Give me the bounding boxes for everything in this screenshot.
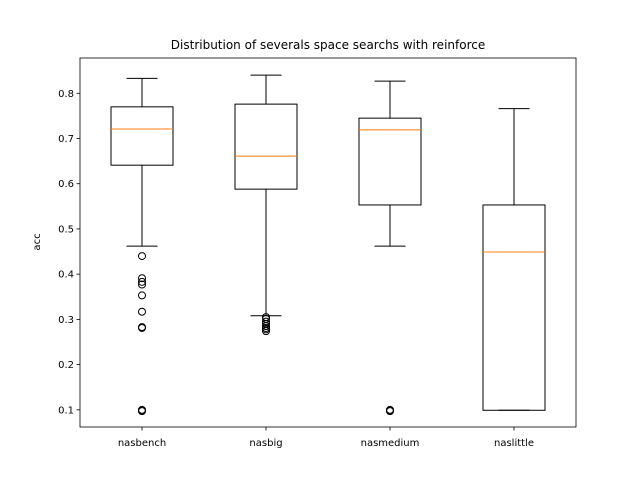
outlier-nasbench-2 [138,277,146,286]
x-tick-label-1: nasbig [249,438,282,449]
outlier-nasbench-3 [138,280,146,289]
outlier-nasbench-5 [138,307,146,316]
x-tick-label-3: naslittle [494,438,534,449]
y-tick-label-3: 0.4 [58,270,74,281]
x-tick-label-2: nasmedium [361,438,420,449]
y-tick-label-5: 0.6 [58,179,74,190]
y-axis-label: acc [32,233,43,250]
y-tick-label-2: 0.3 [58,315,74,326]
outlier-nasbig-2 [262,317,270,326]
outlier-nasmedium-2 [386,407,394,416]
y-tick-label-7: 0.8 [58,89,74,100]
y-tick-label-6: 0.7 [58,134,74,145]
box-naslittle [482,204,546,411]
box-nasmedium [358,117,422,206]
plot-area: 0.1 0.2 0.3 0.4 0.5 0.6 0.7 0.8 nasbench nasbig na… [58,57,577,449]
outlier-nasbig-7 [262,327,270,336]
y-tick-label-1: 0.2 [58,360,74,371]
y-tick-label-0: 0.1 [58,405,74,416]
outlier-nasbench-7 [138,323,146,332]
chart-title: Distribution of severals space searchs w… [171,38,485,52]
y-tick-label-4: 0.5 [58,224,74,235]
outlier-nasbench-4 [138,291,146,300]
outlier-nasbench-10 [138,407,146,416]
outlier-nasbench-0 [138,252,146,261]
box-nasbig [234,103,298,190]
x-tick-label-0: nasbench [118,438,166,449]
box-nasbench [110,106,174,166]
outlier-nasbench-1 [138,274,146,283]
axes-frame [79,57,577,428]
